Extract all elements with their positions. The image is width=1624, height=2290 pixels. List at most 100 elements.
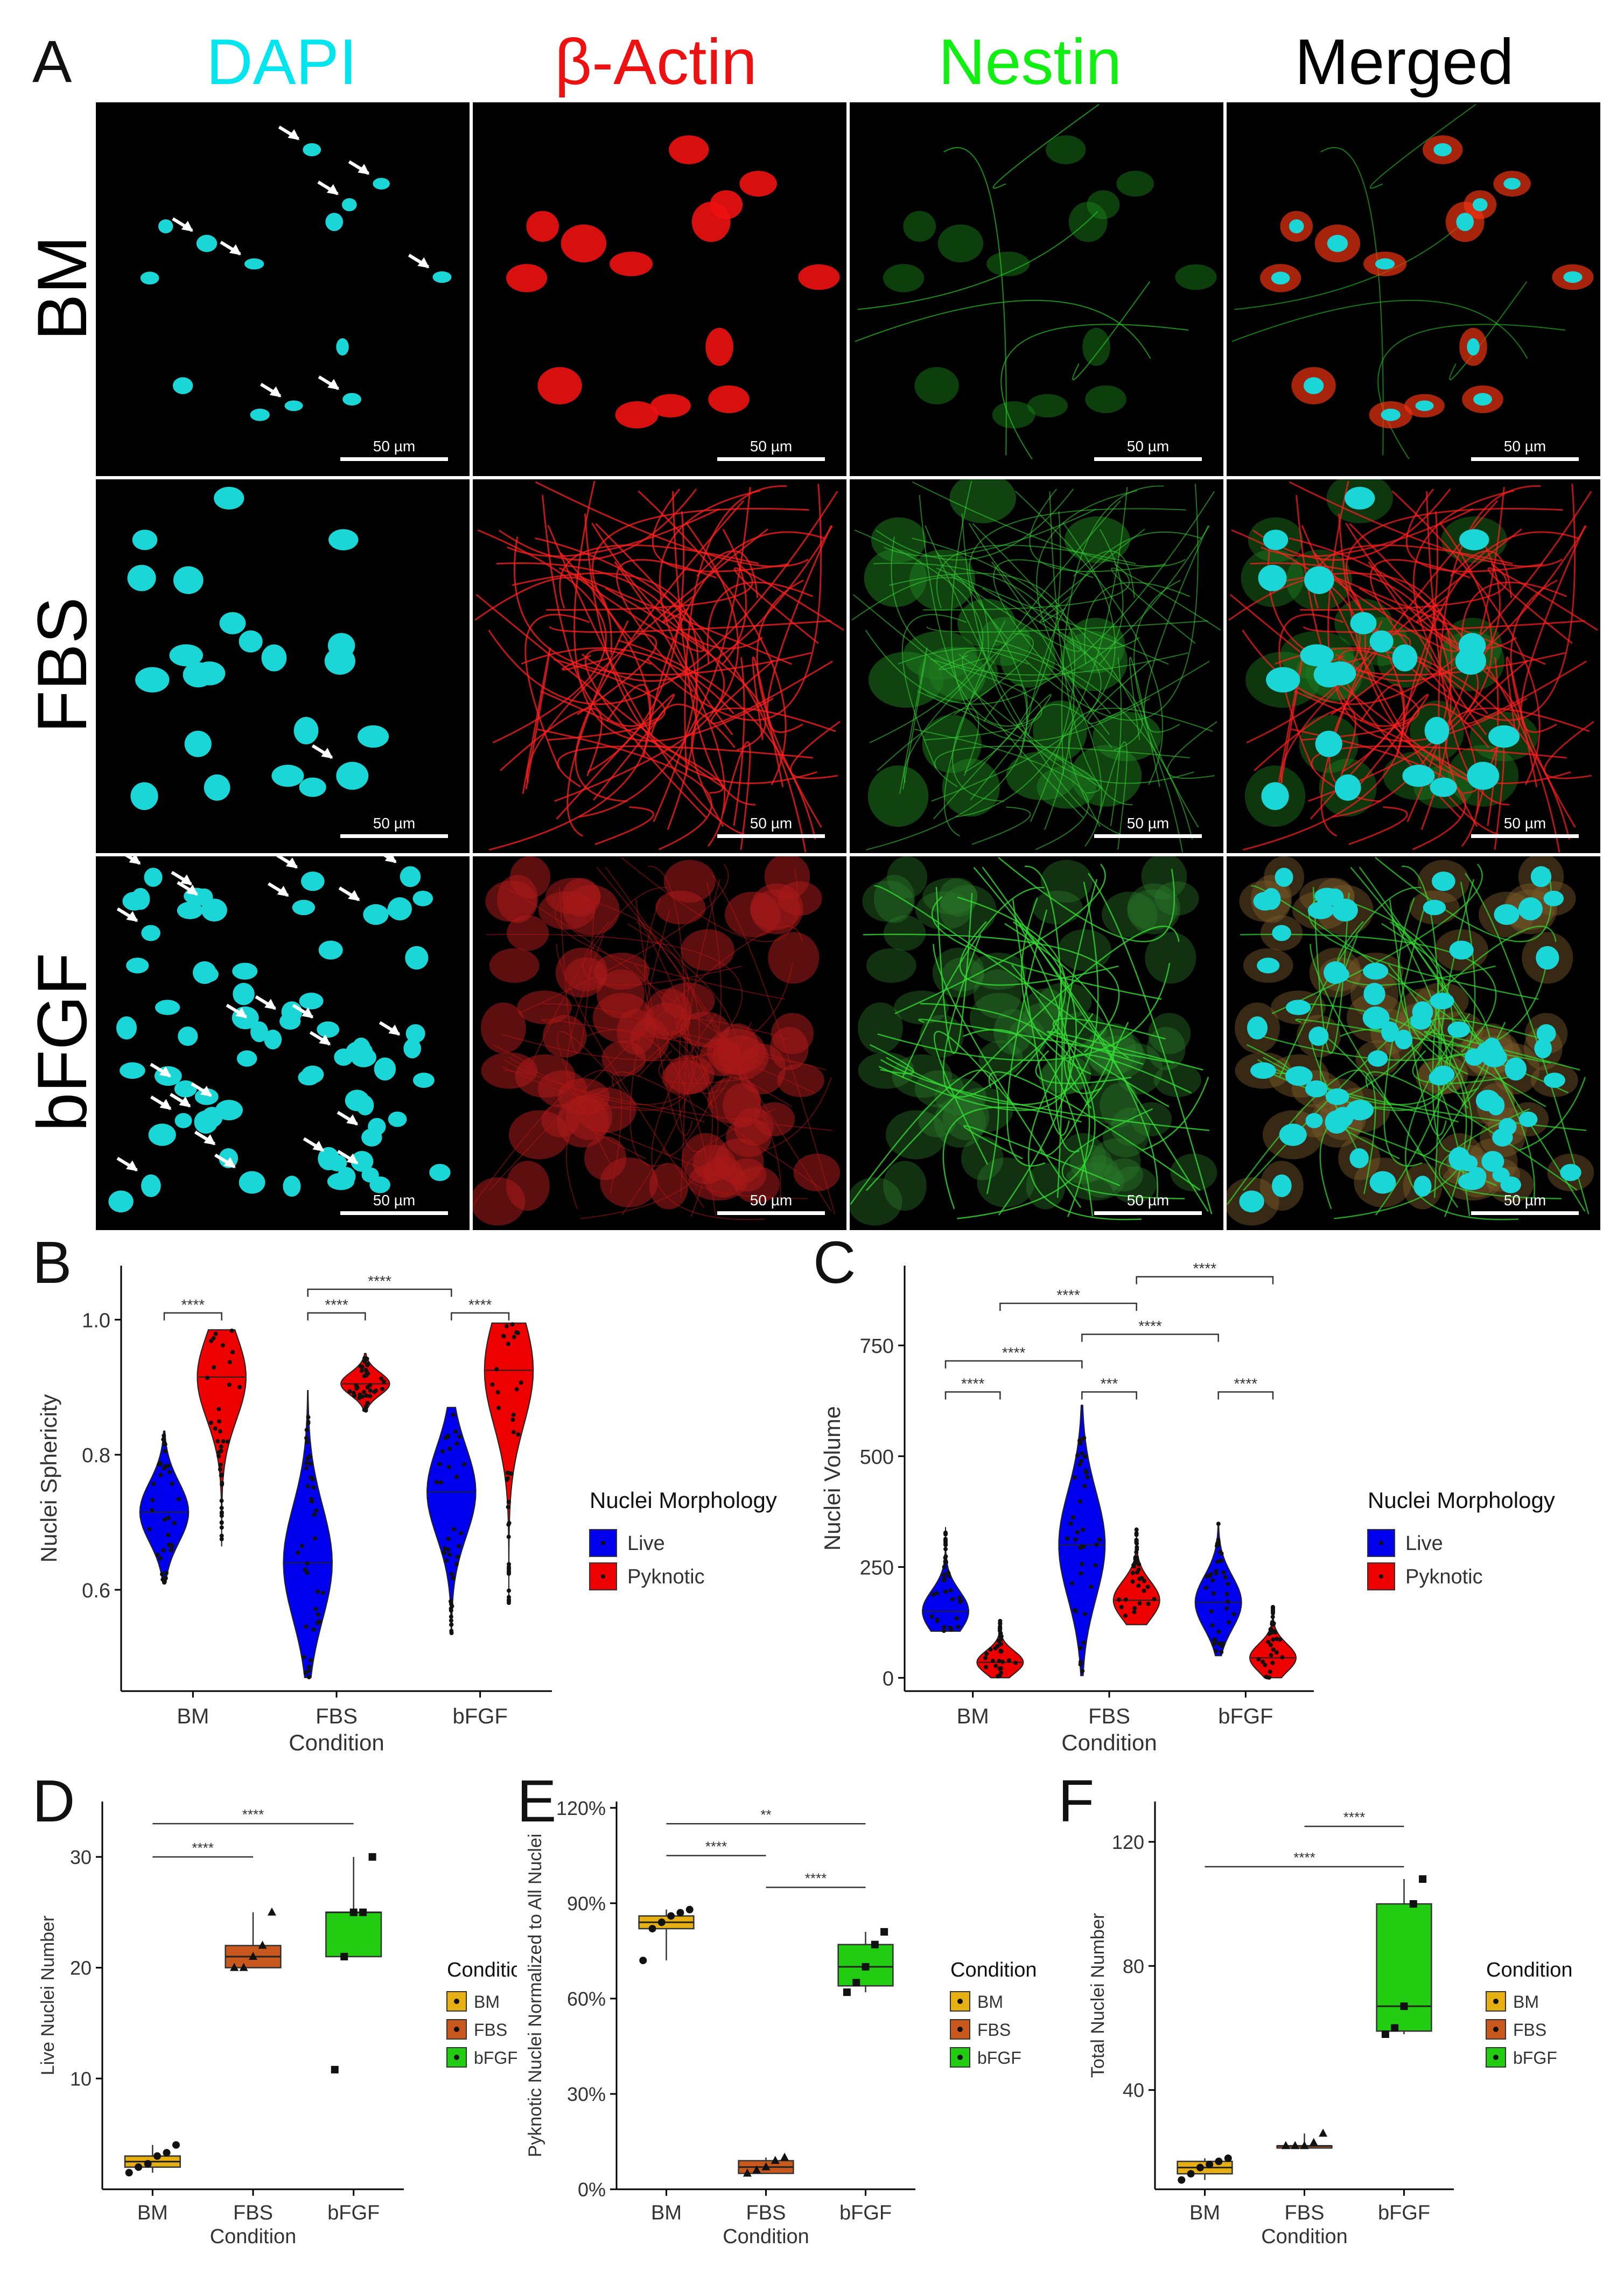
legend-swatch-pyknotic [1367,1562,1395,1590]
data-point [166,1463,171,1468]
data-point [1130,1570,1135,1575]
data-point [219,1505,224,1510]
data-point [506,1499,511,1504]
data-point [507,1562,512,1567]
data-point [1300,2141,1309,2149]
legend-swatch-dot [1379,1541,1383,1545]
data-point [943,1542,948,1547]
data-point [511,1412,516,1417]
scale-bar-label: 50 µm [1503,815,1546,832]
data-point [161,1437,166,1442]
data-point [1093,1563,1098,1568]
data-point [1264,1675,1269,1680]
data-point [1391,2024,1399,2032]
data-point [862,1963,870,1971]
legend-swatch-dot [1379,1574,1383,1579]
data-point [871,1940,879,1949]
data-point [303,1670,308,1675]
data-point [1271,1637,1276,1642]
micrograph-bm-nestin: 50 µm [850,102,1223,476]
violin-bFGF-pyknotic [484,1322,534,1603]
data-point [449,1614,453,1619]
data-point [218,1462,223,1467]
legend-swatch-dot [454,1999,459,2004]
data-point [1263,1663,1268,1667]
data-point [943,1539,948,1544]
data-point [1006,1658,1011,1663]
data-point [507,1601,512,1605]
data-point [1152,1597,1157,1602]
data-point [461,1462,466,1467]
significance-bracket [999,1302,1137,1311]
data-point [347,1389,352,1394]
data-point [372,1390,377,1394]
data-point [227,1383,232,1387]
data-point [1277,1637,1282,1642]
scale-bar: 50 µm [717,438,825,461]
significance-bracket [307,1312,366,1321]
data-point [516,1432,521,1437]
y-tick-label: 30 [70,1846,92,1868]
x-tick-label: FBS [746,2202,786,2224]
data-point [162,1441,167,1446]
micrograph-fbs-beta-actin: 50 µm [473,479,846,853]
data-point [455,1554,460,1559]
micrograph-fbs-merged: 50 µm [1227,479,1600,853]
micrograph-bfgf-dapi: 50 µm [96,856,470,1230]
scale-bar: 50 µm [340,1192,448,1215]
data-point [1145,1584,1150,1589]
data-point [447,1552,452,1557]
data-point [506,1476,510,1481]
data-point [934,1591,939,1596]
data-point [1217,1549,1222,1554]
data-point [1266,1639,1271,1644]
scale-bar-label: 50 µm [1126,438,1170,455]
y-axis-label: Total Nuclei Number [1088,1913,1108,2078]
significance-label: **** [705,1838,727,1854]
data-point [761,2162,771,2170]
data-point [648,1925,656,1933]
data-point [1082,1436,1087,1441]
data-point [1269,1653,1273,1658]
data-point [1069,1581,1074,1586]
scale-bar: 50 µm [340,815,448,838]
data-point [313,1607,318,1611]
data-point [676,1909,684,1917]
y-tick-label: 120% [556,1797,606,1819]
data-point [1215,1559,1220,1564]
data-point [228,1360,233,1365]
data-point [1132,1564,1137,1569]
data-point [219,1520,224,1525]
data-point [309,1658,313,1663]
data-point [438,1480,443,1485]
data-point [993,1664,998,1668]
data-point [1000,1659,1005,1664]
x-tick-label: FBS [316,1705,358,1728]
legend-label-bfgf: bFGF [474,2048,517,2068]
data-point [302,1654,306,1659]
data-point [1207,1573,1212,1578]
x-axis-label: Condition [289,1730,384,1755]
data-point [1146,1601,1151,1606]
data-point [1231,1612,1236,1617]
legend-label-live: Live [627,1532,665,1555]
y-tick-label: 500 [860,1446,894,1469]
legend-label-bm: BM [474,1992,500,2012]
data-point [158,1556,163,1561]
data-point [1130,1579,1135,1584]
data-point [331,2065,339,2073]
data-point [308,1462,313,1467]
data-point [305,1570,310,1575]
data-point [380,1386,385,1391]
data-point [312,1512,317,1517]
data-point [306,1675,311,1680]
data-point [309,1497,314,1502]
data-point [363,1408,368,1413]
data-point [657,1918,666,1926]
data-point [216,1407,221,1412]
y-tick-label: 60% [567,1988,606,2010]
significance-label: **** [1138,1318,1162,1335]
significance-bracket [307,1288,452,1297]
data-point [311,1627,316,1632]
data-point [216,1450,221,1455]
